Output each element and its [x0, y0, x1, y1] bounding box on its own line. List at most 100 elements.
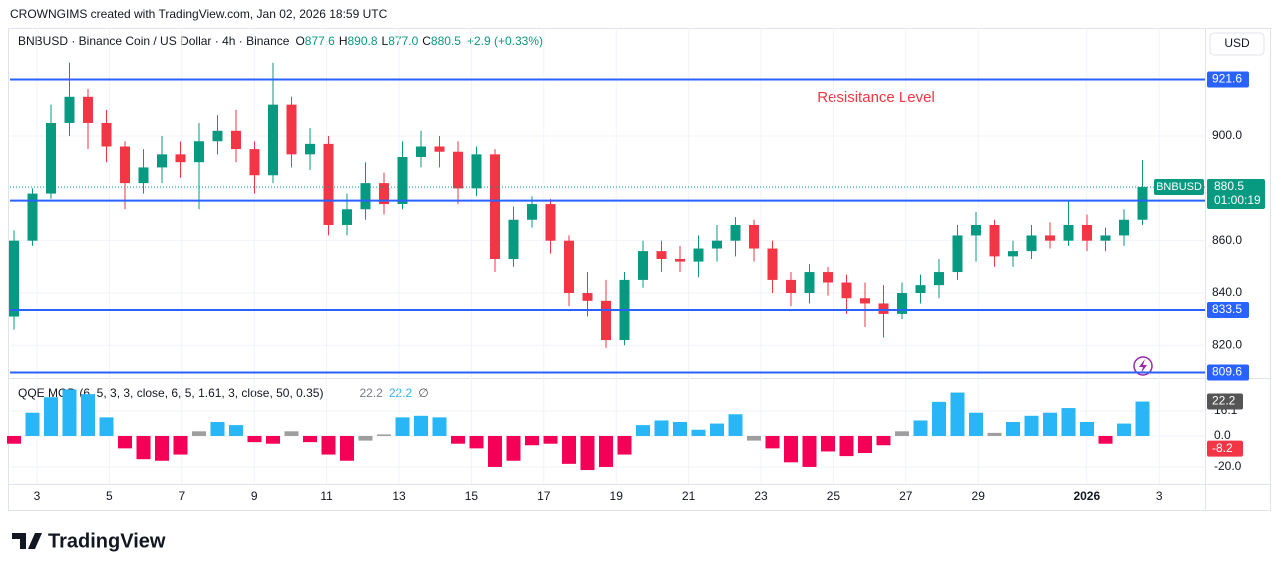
- candle-body: [767, 248, 778, 280]
- candle-body: [656, 251, 667, 259]
- candle-body: [527, 204, 537, 220]
- histogram-bar: [136, 435, 151, 460]
- candle-body: [490, 154, 500, 259]
- histogram-bar: [155, 435, 169, 461]
- x-tick-label: 3: [1156, 489, 1163, 503]
- histogram-bar: [876, 435, 891, 446]
- indicator-value: 22.2: [389, 386, 413, 400]
- candle-body: [286, 104, 297, 155]
- candle-body: [1026, 235, 1037, 252]
- candle-body: [693, 248, 704, 262]
- legend-label: C: [422, 34, 431, 48]
- x-tick-label: 7: [178, 489, 185, 503]
- candle-body: [231, 130, 241, 150]
- histogram-bar: [284, 431, 299, 436]
- alert-bolt: [1139, 359, 1147, 373]
- candle-body: [545, 204, 556, 241]
- candle-body: [786, 279, 796, 293]
- candle-body: [1045, 235, 1055, 241]
- histogram-bar: [1117, 423, 1131, 436]
- histogram-bar: [229, 425, 243, 436]
- x-tick-label: 2026: [1073, 489, 1100, 503]
- y-tick-label: 860.0: [1212, 233, 1242, 247]
- candle-body: [175, 154, 186, 163]
- histogram-bar: [62, 389, 77, 436]
- level-tag: [1207, 71, 1249, 88]
- histogram-bar: [950, 392, 965, 436]
- symbol-label: BNBUSD: [1156, 181, 1202, 193]
- histogram-bar: [247, 435, 262, 443]
- x-tick-label: 3: [34, 489, 41, 503]
- histogram-bar: [969, 412, 983, 436]
- candle-body: [194, 141, 204, 163]
- candle-body: [342, 209, 352, 225]
- histogram-bar: [44, 397, 58, 436]
- histogram-bar: [543, 435, 558, 444]
- candle-body: [453, 151, 463, 189]
- x-tick-label: 23: [754, 489, 768, 503]
- currency[interactable]: USD: [1224, 36, 1250, 50]
- candle-body: [305, 143, 315, 155]
- histogram-bar: [340, 435, 354, 461]
- histogram-bar: [173, 435, 188, 455]
- chart-frame: [8, 28, 1271, 511]
- histogram-bar: [303, 435, 317, 443]
- histogram-bar: [25, 412, 40, 436]
- candle-body: [1119, 219, 1129, 236]
- histogram-bar: [562, 435, 576, 464]
- histogram-bar: [1080, 422, 1094, 436]
- legend-label: L: [382, 34, 389, 48]
- histogram-bar: [858, 435, 872, 454]
- x-tick-label: 25: [827, 489, 841, 503]
- candle-body: [749, 224, 759, 249]
- last-price-label: 880.5: [1214, 179, 1244, 193]
- candle-body: [471, 154, 482, 189]
- level-tag: [1207, 301, 1249, 318]
- candle-body: [915, 285, 926, 293]
- histogram-bar: [432, 417, 447, 436]
- histogram-bar: [266, 435, 280, 444]
- histogram-bar: [1006, 422, 1020, 436]
- indicator-legend: QQE MOD (6, 5, 3, 3, close, 6, 5, 1.61, …: [18, 386, 429, 400]
- candle-body: [379, 183, 389, 205]
- y-tick-label: -20.0: [1214, 459, 1242, 473]
- x-tick-label: 15: [465, 489, 479, 503]
- candle-body: [564, 240, 574, 293]
- candle-body: [712, 240, 722, 249]
- candle-body: [416, 146, 426, 157]
- histogram-bar: [987, 432, 1002, 436]
- candle-body: [897, 292, 907, 314]
- histogram-bar: [525, 435, 539, 446]
- histogram-bar: [469, 435, 484, 449]
- x-tick-label: 19: [610, 489, 624, 503]
- candle-body: [1100, 235, 1111, 241]
- candle-body: [582, 292, 593, 301]
- candle-body: [64, 96, 75, 123]
- histogram-bar: [377, 434, 391, 436]
- indicator-value: 22.2: [359, 386, 383, 400]
- symbol-title: BNBUSD · Binance Coin / US Dollar · 4h ·…: [18, 34, 290, 48]
- candle-body: [397, 156, 408, 205]
- histogram-bar: [1098, 435, 1113, 444]
- footer-logo: TradingView: [48, 530, 166, 552]
- x-tick-label: 27: [899, 489, 913, 503]
- candle-body: [212, 130, 223, 142]
- indicator-value: ∅: [418, 386, 428, 400]
- histogram-bar: [358, 435, 373, 441]
- level-label: 833.5: [1212, 302, 1242, 316]
- histogram-bar: [580, 435, 595, 471]
- currency-button[interactable]: [1209, 32, 1265, 56]
- legend-value: 877.6: [305, 34, 335, 48]
- x-tick-label: 29: [972, 489, 986, 503]
- histogram-bar: [747, 435, 761, 441]
- histogram-bar: [118, 435, 132, 449]
- histogram-bar: [81, 394, 95, 436]
- candle-body: [934, 272, 944, 286]
- candle-body: [9, 240, 19, 317]
- value-tag: [1207, 440, 1243, 457]
- x-tick-label: 17: [537, 489, 551, 503]
- y-tick-label: 900.0: [1212, 128, 1242, 142]
- x-tick-label: 11: [320, 489, 333, 503]
